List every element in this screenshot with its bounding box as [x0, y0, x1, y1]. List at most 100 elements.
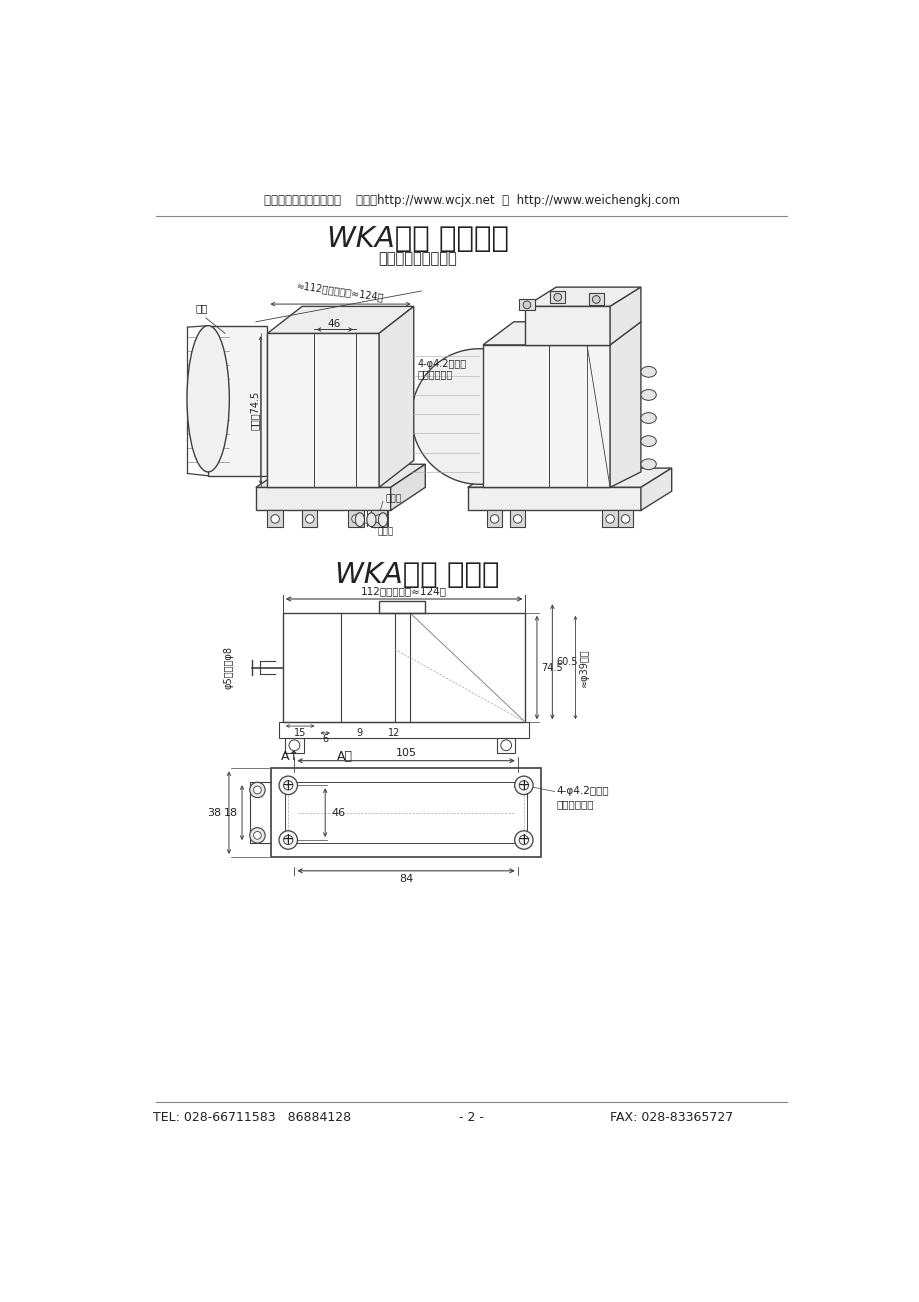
Text: - 2 -: - 2 - — [459, 1111, 483, 1124]
Circle shape — [513, 514, 521, 523]
Polygon shape — [255, 465, 425, 487]
Text: 4-φ4.2安装孔: 4-φ4.2安装孔 — [417, 359, 466, 370]
Circle shape — [249, 783, 265, 798]
Circle shape — [592, 296, 599, 303]
Polygon shape — [482, 345, 609, 487]
Polygon shape — [618, 510, 632, 527]
Text: 60.5: 60.5 — [556, 656, 577, 667]
Circle shape — [500, 740, 511, 751]
Text: +: + — [289, 738, 300, 751]
Polygon shape — [509, 510, 525, 527]
Polygon shape — [267, 510, 282, 527]
Ellipse shape — [641, 458, 655, 470]
Ellipse shape — [641, 413, 655, 423]
Text: FAX: 028-83365727: FAX: 028-83365727 — [609, 1111, 732, 1124]
Circle shape — [490, 514, 498, 523]
Text: ≈112【低平装置≈124】: ≈112【低平装置≈124】 — [296, 280, 385, 302]
Text: A向: A向 — [336, 750, 352, 763]
Text: 减震脚可旋转: 减震脚可旋转 — [556, 799, 593, 810]
Text: 84: 84 — [399, 874, 413, 884]
Text: TEL: 028-66711583   86884128: TEL: 028-66711583 86884128 — [153, 1111, 351, 1124]
Circle shape — [514, 776, 532, 794]
Text: 46: 46 — [331, 807, 346, 818]
Text: 74.5: 74.5 — [540, 663, 562, 673]
Circle shape — [411, 349, 547, 484]
Circle shape — [289, 740, 300, 751]
Circle shape — [278, 831, 297, 849]
Text: A↑: A↑ — [280, 750, 300, 763]
Text: 38: 38 — [207, 807, 221, 818]
Circle shape — [249, 828, 265, 844]
Text: 9: 9 — [357, 728, 362, 738]
Polygon shape — [486, 510, 502, 527]
Polygon shape — [348, 510, 363, 527]
Circle shape — [283, 781, 292, 790]
Polygon shape — [609, 288, 641, 345]
Ellipse shape — [355, 513, 364, 526]
Text: +: + — [516, 832, 529, 848]
Polygon shape — [267, 306, 414, 333]
Polygon shape — [641, 469, 671, 510]
Text: +: + — [500, 738, 511, 751]
Circle shape — [606, 514, 614, 523]
Polygon shape — [267, 333, 379, 487]
Text: 减震脚可旋转: 减震脚可旋转 — [417, 370, 452, 379]
Polygon shape — [518, 298, 534, 310]
Circle shape — [523, 301, 530, 309]
Ellipse shape — [641, 389, 655, 400]
Circle shape — [278, 776, 297, 794]
Ellipse shape — [187, 326, 229, 471]
Circle shape — [514, 831, 532, 849]
Circle shape — [283, 836, 292, 845]
Circle shape — [254, 832, 261, 840]
Text: +: + — [281, 777, 294, 793]
Polygon shape — [609, 322, 641, 487]
Text: 减震脚74.5: 减震脚74.5 — [249, 391, 259, 430]
Text: （图示单位：毫米）: （图示单位：毫米） — [378, 251, 457, 266]
Circle shape — [620, 514, 629, 523]
Ellipse shape — [641, 436, 655, 447]
Circle shape — [305, 514, 313, 523]
Polygon shape — [525, 288, 641, 306]
Ellipse shape — [641, 366, 655, 378]
Text: 12: 12 — [388, 728, 401, 738]
Circle shape — [254, 786, 261, 794]
Ellipse shape — [378, 513, 387, 526]
Text: 4-φ4.2安装孔: 4-φ4.2安装孔 — [556, 786, 608, 797]
Text: WKA产品 详细图: WKA产品 详细图 — [335, 561, 499, 589]
Polygon shape — [371, 510, 386, 527]
Text: φ5，外径φ8: φ5，外径φ8 — [223, 646, 233, 689]
Text: 进气嘴: 进气嘴 — [385, 495, 401, 504]
Text: 成都新为诚科技有限公司    网站：http://www.wcjx.net  和  http://www.weichengkj.com: 成都新为诚科技有限公司 网站：http://www.wcjx.net 和 htt… — [263, 194, 679, 207]
Polygon shape — [525, 306, 609, 345]
Circle shape — [518, 836, 528, 845]
Polygon shape — [602, 510, 618, 527]
Text: 18: 18 — [224, 807, 238, 818]
Circle shape — [374, 514, 383, 523]
Polygon shape — [379, 306, 414, 487]
Circle shape — [553, 293, 561, 301]
Text: WKA产品 外形尺寸: WKA产品 外形尺寸 — [326, 225, 508, 254]
Text: ≈φ39电机: ≈φ39电机 — [579, 648, 589, 687]
Polygon shape — [550, 290, 565, 302]
Polygon shape — [301, 510, 317, 527]
Text: 112【低平装置≈124】: 112【低平装置≈124】 — [361, 586, 447, 596]
Circle shape — [270, 514, 279, 523]
Text: 6: 6 — [322, 734, 328, 745]
Polygon shape — [208, 326, 267, 475]
Text: 105: 105 — [395, 747, 416, 758]
Polygon shape — [467, 487, 641, 510]
Circle shape — [351, 514, 360, 523]
Text: 排气嘴: 排气嘴 — [377, 527, 393, 536]
Polygon shape — [391, 465, 425, 510]
Text: +: + — [281, 832, 294, 848]
Text: 15: 15 — [293, 728, 306, 738]
Text: 46: 46 — [327, 319, 341, 329]
Text: 电机: 电机 — [196, 303, 208, 312]
Polygon shape — [588, 293, 603, 305]
Polygon shape — [255, 487, 391, 510]
Circle shape — [518, 781, 528, 790]
Polygon shape — [482, 322, 641, 345]
Polygon shape — [467, 469, 671, 487]
Text: +: + — [516, 777, 529, 793]
